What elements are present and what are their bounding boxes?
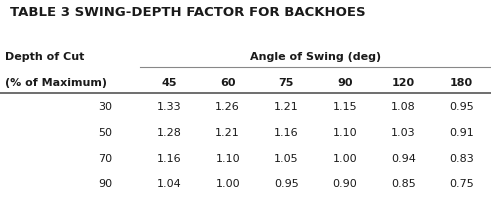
Text: 1.00: 1.00 [216,179,240,189]
Text: 0.95: 0.95 [449,102,474,112]
Text: 75: 75 [278,78,294,88]
Text: 0.85: 0.85 [391,179,415,189]
Text: 1.16: 1.16 [274,128,299,138]
Text: 1.08: 1.08 [391,102,415,112]
Text: 180: 180 [450,78,473,88]
Text: 70: 70 [98,154,112,164]
Text: 0.91: 0.91 [449,128,474,138]
Text: 1.10: 1.10 [332,128,357,138]
Text: 45: 45 [162,78,177,88]
Text: 120: 120 [392,78,415,88]
Text: 1.10: 1.10 [216,154,240,164]
Text: 1.16: 1.16 [157,154,182,164]
Text: 50: 50 [98,128,112,138]
Text: 30: 30 [98,102,112,112]
Text: (% of Maximum): (% of Maximum) [5,78,107,88]
Text: 0.90: 0.90 [332,179,357,189]
Text: 1.21: 1.21 [216,128,240,138]
Text: Angle of Swing (deg): Angle of Swing (deg) [250,52,381,62]
Text: 0.75: 0.75 [449,179,474,189]
Text: 1.04: 1.04 [157,179,182,189]
Text: 90: 90 [98,179,112,189]
Text: 1.26: 1.26 [216,102,240,112]
Text: 1.33: 1.33 [157,102,182,112]
Text: 1.05: 1.05 [274,154,299,164]
Text: 1.28: 1.28 [157,128,182,138]
Text: 60: 60 [220,78,236,88]
Text: 90: 90 [337,78,353,88]
Text: Depth of Cut: Depth of Cut [5,52,84,62]
Text: 0.83: 0.83 [449,154,474,164]
Text: 1.03: 1.03 [391,128,415,138]
Text: 0.94: 0.94 [391,154,416,164]
Text: TABLE 3 SWING-DEPTH FACTOR FOR BACKHOES: TABLE 3 SWING-DEPTH FACTOR FOR BACKHOES [10,6,365,19]
Text: 0.95: 0.95 [274,179,299,189]
Text: 1.15: 1.15 [332,102,357,112]
Text: 1.00: 1.00 [332,154,357,164]
Text: 1.21: 1.21 [274,102,299,112]
